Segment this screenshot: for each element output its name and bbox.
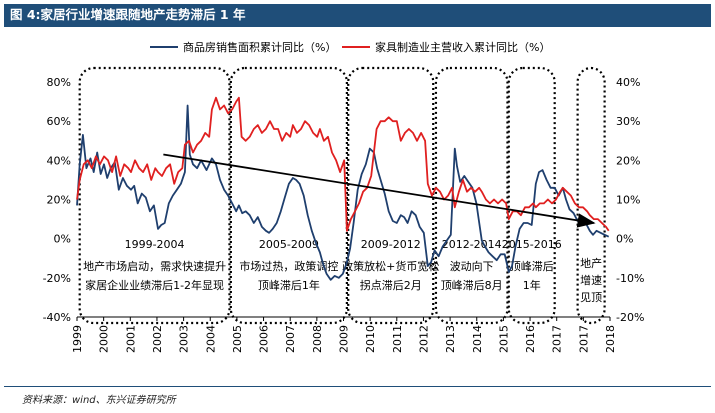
y-left-tick-label: 20% [47, 194, 71, 207]
period-1999-2004-text-2: 家居企业业绩滞后1-2年显现 [85, 278, 224, 292]
period-2005-2009-title: 2005-2009 [259, 238, 319, 251]
legend-label-2: 家具制造业主营收入累计同比（%） [375, 40, 550, 54]
x-tick-label: 2010 [364, 325, 377, 353]
x-tick-label: 2015 [497, 325, 510, 353]
legend-label-1: 商品房销售面积累计同比（%） [183, 40, 336, 54]
y-left-tick-label: 60% [47, 115, 71, 128]
period-2017-2018-text-1: 地产 [580, 256, 602, 270]
x-tick-label: 2004 [204, 325, 217, 353]
period-1999-2004-title: 1999-2004 [125, 238, 185, 251]
period-2015-2016-text-1: 顶峰滞后 [510, 260, 554, 273]
period-2015-2016-text-2: 1年 [523, 278, 541, 292]
figure-title: 图 4:家居行业增速跟随地产走势滞后 1 年 [4, 4, 711, 26]
x-tick-label: 2014 [471, 325, 484, 353]
period-2009-2012-title: 2009-2012 [361, 238, 421, 251]
period-2015-2016-title: 2015-2016 [502, 238, 562, 251]
period-2015-2016: 2015-2016 顶峰滞后 1年 [502, 66, 562, 325]
period-2017-2018-text-3: 见顶 [580, 291, 602, 304]
series-lines [76, 96, 610, 281]
x-tick-label: 2017 [551, 325, 564, 353]
period-2012-2014-text-1: 波动向下 [450, 259, 494, 273]
period-2012-2014-text-2: 顶峰滞后8月 [441, 279, 503, 292]
period-2017-2018-text-2: 增速 [580, 273, 602, 287]
y-left-tick-label: -40% [43, 311, 71, 324]
x-tick-label: 2013 [444, 325, 457, 353]
series-line-2 [76, 96, 610, 232]
x-tick-label: 2009 [338, 325, 351, 353]
y-left-tick-label: -20% [43, 272, 71, 285]
period-2005-2009-text-2: 顶峰滞后1年 [258, 278, 320, 292]
axes: 80% 60% 40% 20% 0% -20% -40% 40% 30% 20% 10% 0% -10%… [43, 76, 645, 353]
x-tick-label: 1999 [71, 325, 84, 353]
x-tick-label: 2005 [231, 325, 244, 353]
chart: 商品房销售面积累计同比（%） 家具制造业主营收入累计同比（%） 80% 60% 40%… [43, 40, 645, 353]
y-left-tick-label: 0% [54, 233, 71, 246]
y-left-tick-label: 80% [47, 76, 71, 89]
y-right-tick-label: 0% [616, 233, 633, 246]
y-right-tick-label: 30% [616, 115, 640, 128]
trend-arrow [163, 153, 596, 228]
y-right-tick-label: -10% [616, 272, 644, 285]
x-tick-label: 2006 [258, 325, 271, 353]
x-tick-label: 2012 [417, 325, 430, 353]
period-2012-2014-box [434, 66, 509, 325]
period-2009-2012-box [347, 66, 435, 325]
y-right-tick-label: 20% [616, 154, 640, 167]
y-right-tick-label: 40% [616, 76, 640, 89]
period-2017-2018-box [576, 66, 606, 325]
y-right-tick-label: -20% [616, 311, 644, 324]
x-tick-label: 2002 [151, 325, 164, 353]
period-2009-2012-text-2: 拐点滞后2月 [360, 278, 422, 292]
title-top-rule [4, 26, 711, 27]
period-2012-2014-title: 2012-2014 [442, 238, 502, 251]
source-note: 资料来源：wind、东兴证券研究所 [22, 395, 176, 406]
x-tick-label: 2011 [391, 325, 404, 353]
period-1999-2004-box [78, 66, 231, 325]
period-2005-2009-text-1: 市场过热，政策调控 [239, 259, 338, 273]
period-2015-2016-box [507, 66, 556, 325]
y-right-tick-label: 10% [616, 194, 640, 207]
legend: 商品房销售面积累计同比（%） 家具制造业主营收入累计同比（%） [150, 40, 550, 54]
x-tick-label: 2008 [311, 325, 324, 353]
x-tick-label: 2018 [604, 325, 617, 353]
x-tick-label: 2017 [577, 325, 590, 353]
series-line-1 [76, 104, 610, 281]
x-tick-label: 2016 [524, 325, 537, 353]
period-1999-2004-text-1: 地产市场启动，需求快速提升 [83, 259, 226, 273]
period-2009-2012-text-1: 政策放松+货币宽松 [342, 259, 439, 273]
y-left-tick-label: 40% [47, 154, 71, 167]
x-tick-label: 2001 [124, 325, 137, 353]
x-tick-label: 2007 [284, 325, 297, 353]
x-tick-label: 2000 [98, 325, 111, 353]
trend-arrow-layer [163, 153, 596, 228]
source-rule [4, 386, 711, 387]
x-tick-label: 2003 [178, 325, 191, 353]
